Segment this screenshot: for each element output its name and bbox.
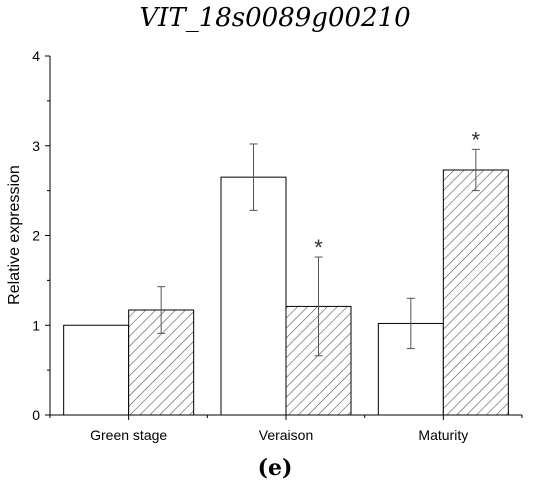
bar-hatched-2 — [442, 169, 509, 416]
plot-area: * * 0 1 2 3 4 Green stage Veraison Maturity — [32, 48, 523, 443]
panel-label: (e) — [258, 455, 293, 481]
y-tick-label-2: 2 — [32, 228, 40, 244]
y-tick-label-3: 3 — [32, 138, 40, 154]
significance-marker-1: * — [472, 127, 481, 152]
chart-title: VIT_18s0089g00210 — [139, 3, 410, 33]
x-tick-label-0: Green stage — [90, 427, 167, 443]
x-tick-label-2: Maturity — [418, 427, 468, 443]
y-tick-label-1: 1 — [32, 317, 40, 333]
y-tick-label-4: 4 — [32, 48, 40, 64]
bar-open-0 — [63, 324, 130, 416]
y-axis-label: Relative expression — [6, 165, 23, 305]
y-tick-label-0: 0 — [32, 407, 40, 423]
significance-marker-0: * — [314, 235, 323, 260]
bar-open-1 — [220, 176, 287, 416]
x-tick-label-1: Veraison — [259, 427, 313, 443]
